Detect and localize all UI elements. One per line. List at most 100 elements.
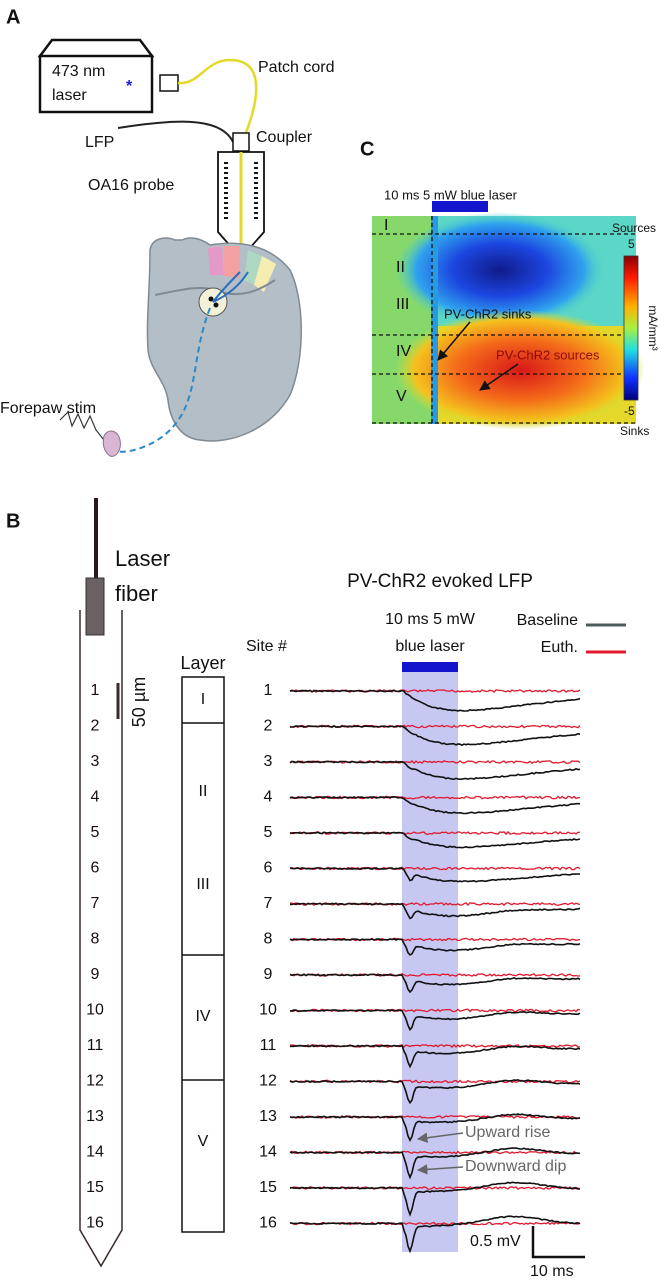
colorbar-label: Sources (612, 221, 656, 235)
patch-cord (177, 58, 258, 136)
site-label: 7 (91, 895, 100, 912)
site-label: 8 (264, 931, 273, 948)
scale-label: 0.5 mV (470, 1233, 521, 1250)
layer-label: III (396, 296, 409, 313)
site-label: 13 (86, 1108, 104, 1125)
baseline-trace (289, 831, 581, 849)
site-label: 14 (259, 1144, 277, 1161)
baseline-trace (290, 724, 581, 747)
coupler-label: Coupler (256, 129, 313, 146)
patch-cord-label: Patch cord (258, 59, 334, 76)
baseline-trace (289, 1113, 581, 1142)
fiber-ferrule (85, 577, 105, 636)
forepaw-label: Forepaw stim (0, 400, 96, 417)
site-label: 2 (264, 718, 273, 735)
fiber-label: Laser (115, 546, 170, 571)
sink-region (395, 212, 605, 328)
stim-label: blue laser (395, 638, 465, 655)
layer-label: IV (195, 1008, 210, 1025)
lfp-label: LFP (85, 134, 114, 151)
baseline-trace (289, 1215, 581, 1254)
layer-label: I (201, 691, 205, 708)
nucleus (208, 296, 214, 302)
annotation: Upward rise (465, 1124, 550, 1141)
laser-text: 473 nm (52, 63, 105, 80)
cortex-area (224, 246, 240, 278)
scale-bar (531, 1226, 585, 1259)
colorbar-min: -5 (624, 404, 635, 418)
baseline-trace (289, 867, 581, 883)
site-label: 3 (264, 753, 273, 770)
site-label: 10 (259, 1002, 277, 1019)
laser-box (37, 38, 155, 114)
stim-label: 10 ms 5 mW (385, 611, 476, 628)
baseline-trace (289, 1009, 581, 1032)
site-label: 9 (91, 966, 100, 983)
probe (79, 610, 123, 1268)
site-label: 15 (259, 1179, 277, 1196)
legend-label: Baseline (517, 612, 578, 629)
site-label: 5 (264, 824, 273, 841)
site-label: 7 (264, 895, 273, 912)
stim-label: 10 ms 5 mW blue laser (384, 187, 518, 202)
site-header: Site # (246, 638, 287, 655)
layer-lines (372, 216, 636, 424)
annotation: PV-ChR2 sinks (444, 306, 532, 321)
baseline-trace (289, 938, 581, 956)
scale-label: 10 ms (530, 1263, 574, 1280)
arrow (416, 1132, 464, 1143)
baseline-trace (289, 689, 581, 712)
site-label: 6 (91, 860, 100, 877)
site-label: 5 (91, 824, 100, 841)
site-label: 1 (264, 682, 273, 699)
annotation: Downward dip (465, 1158, 566, 1175)
site-label: 11 (260, 1037, 277, 1054)
source-region (395, 310, 645, 430)
site-label: 6 (264, 860, 273, 877)
site-label: 16 (259, 1215, 277, 1232)
baseline-trace (289, 796, 580, 815)
baseline-trace (289, 760, 581, 781)
afferent-path (111, 307, 211, 453)
site-label: 10 (86, 1002, 104, 1019)
colorbar-label: Sinks (620, 424, 649, 438)
lfp-cable (117, 120, 234, 143)
colorbar-max: 5 (628, 237, 635, 251)
layer-label: III (196, 876, 209, 893)
site-label: 4 (264, 789, 273, 806)
colorbar (623, 255, 639, 401)
fiber-label: fiber (115, 581, 158, 606)
scale-label: 50 µm (129, 677, 149, 727)
euth-trace (289, 937, 581, 942)
site-label: 13 (259, 1108, 277, 1125)
legend-label: Euth. (541, 639, 578, 656)
paw (102, 430, 121, 457)
baseline-trace (289, 973, 581, 994)
sink-stripe (431, 216, 438, 424)
baseline-trace (289, 1181, 581, 1217)
site-label: 14 (86, 1144, 104, 1161)
coupler (232, 132, 250, 152)
site-label: 12 (86, 1073, 104, 1090)
cortex-area (208, 246, 224, 275)
layer-label: IV (396, 343, 411, 360)
site-label: 12 (259, 1073, 277, 1090)
site-label: 9 (264, 966, 273, 983)
arrow (416, 1164, 464, 1175)
site-label: 1 (91, 682, 100, 699)
probe-pins (224, 162, 258, 222)
panel-label: C (360, 138, 374, 160)
laser-text: laser (52, 87, 87, 104)
probe-label: OA16 probe (88, 177, 174, 194)
baseline-trace (289, 1044, 581, 1069)
euth-trace (289, 901, 581, 907)
site-label: 4 (91, 789, 100, 806)
layer-title: Layer (180, 653, 225, 673)
site-label: 2 (91, 718, 100, 735)
nucleus (213, 302, 219, 308)
